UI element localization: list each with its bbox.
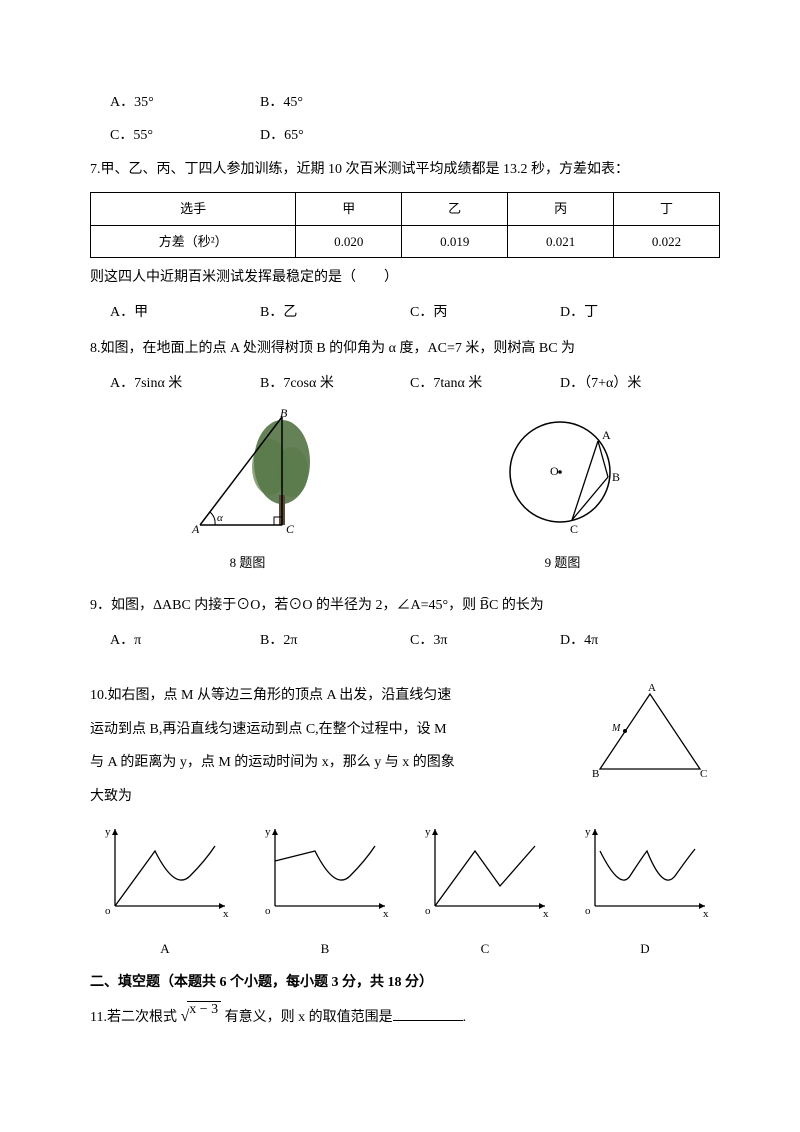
- section2-title: 二、填空题（本题共 6 个小题，每小题 3 分，共 18 分）: [90, 970, 720, 995]
- label-B: B: [612, 470, 620, 484]
- q7-table: 选手 甲 乙 丙 丁 方差（秒²） 0.020 0.019 0.021 0.02…: [90, 192, 720, 258]
- label-C: C: [570, 522, 578, 536]
- q10-line3: 与 A 的距离为 y，点 M 的运动时间为 x，那么 y 与 x 的图象: [90, 746, 570, 780]
- q7-option-c: C．丙: [410, 300, 560, 325]
- q10-line4: 大致为: [90, 780, 570, 814]
- q10-wrap: 10.如右图，点 M 从等边三角形的顶点 A 出发，沿直线匀速 运动到点 B,再…: [90, 679, 720, 813]
- svg-text:x: x: [383, 908, 389, 920]
- label-B: B: [280, 407, 288, 420]
- svg-text:o: o: [265, 905, 271, 917]
- svg-text:o: o: [105, 905, 111, 917]
- svg-text:y: y: [265, 826, 271, 838]
- q8-option-c: C．7tanα 米: [410, 371, 560, 396]
- graph-b: o x y: [250, 821, 400, 930]
- tree-icon: [252, 420, 310, 525]
- q10-line2: 运动到点 B,再沿直线匀速运动到点 C,在整个过程中，设 M: [90, 713, 570, 747]
- table-cell-3: 0.022: [614, 225, 720, 257]
- graph-row: o x y o x y o x y: [90, 821, 720, 930]
- q10-triangle-figure: A B C M: [570, 679, 720, 789]
- table-row: 方差（秒²） 0.020 0.019 0.021 0.022: [91, 225, 720, 257]
- label-A: A: [191, 522, 200, 536]
- label-A: A: [648, 682, 656, 694]
- svg-text:y: y: [585, 826, 591, 838]
- q7-option-b: B．乙: [260, 300, 410, 325]
- q8-option-a: A．7sinα 米: [110, 371, 260, 396]
- q9-text-1: 9．如图，ΔABC 内接于⊙O，若⊙O 的半径为 2，∠A=45°，则: [90, 598, 480, 613]
- graph-a: o x y: [90, 821, 240, 930]
- q7-options: A．甲 B．乙 C．丙 D．丁: [110, 300, 720, 325]
- table-cell-1: 0.019: [402, 225, 508, 257]
- svg-text:y: y: [425, 826, 431, 838]
- q10-text: 10.如右图，点 M 从等边三角形的顶点 A 出发，沿直线匀速 运动到点 B,再…: [90, 679, 570, 813]
- graph-labels: A B C D: [90, 937, 720, 960]
- label-alpha: α: [217, 512, 223, 524]
- blank-line: [393, 1020, 463, 1021]
- q7-option-a: A．甲: [110, 300, 260, 325]
- table-row: 选手 甲 乙 丙 丁: [91, 193, 720, 225]
- label-B: B: [592, 768, 599, 780]
- q10-line1: 10.如右图，点 M 从等边三角形的顶点 A 出发，沿直线匀速: [90, 679, 570, 713]
- label-A: A: [602, 428, 611, 442]
- figures-8-9: A B C α O A B C: [90, 407, 720, 547]
- table-row-label: 方差（秒²）: [91, 225, 296, 257]
- table-cell-2: 0.021: [508, 225, 614, 257]
- graph-label-c: C: [410, 937, 560, 960]
- q6-options-row1: A．35° B．45°: [110, 90, 720, 115]
- arc-bc: BC: [480, 592, 499, 620]
- sqrt-arg: x − 3: [187, 1001, 221, 1019]
- q9-option-d: D．4π: [560, 628, 710, 653]
- table-cell-0: 0.020: [296, 225, 402, 257]
- q9-option-a: A．π: [110, 628, 260, 653]
- svg-text:o: o: [585, 905, 591, 917]
- q11-text: 11.若二次根式 √x − 3 有意义，则 x 的取值范围是.: [90, 1001, 720, 1033]
- q9-option-b: B．2π: [260, 628, 410, 653]
- svg-text:o: o: [425, 905, 431, 917]
- label-O: O: [550, 464, 559, 478]
- q7-text: 7.甲、乙、丙、丁四人参加训练，近期 10 次百米测试平均成绩都是 13.2 秒…: [90, 156, 720, 184]
- q6-options-row2: C．55° D．65°: [110, 123, 720, 148]
- q6-option-c: C．55°: [110, 123, 260, 148]
- figure-9-label: 9 题图: [545, 551, 581, 574]
- label-C: C: [286, 522, 295, 536]
- svg-text:x: x: [223, 908, 229, 920]
- graph-label-a: A: [90, 937, 240, 960]
- graph-label-d: D: [570, 937, 720, 960]
- svg-text:x: x: [703, 908, 709, 920]
- q7-followup: 则这四人中近期百米测试发挥最稳定的是（ ）: [90, 264, 720, 292]
- sqrt-icon: √x − 3: [180, 1001, 221, 1033]
- label-M: M: [611, 723, 621, 734]
- q9-text: 9．如图，ΔABC 内接于⊙O，若⊙O 的半径为 2，∠A=45°，则 BC 的…: [90, 592, 720, 620]
- q11-period: .: [463, 1010, 467, 1025]
- table-header-1: 甲: [296, 193, 402, 225]
- q8-option-d: D．（7+α）米: [560, 371, 710, 396]
- q8-text: 8.如图，在地面上的点 A 处测得树顶 B 的仰角为 α 度，AC=7 米，则树…: [90, 335, 720, 363]
- q8-option-b: B．7cosα 米: [260, 371, 410, 396]
- graph-d: o x y: [570, 821, 720, 930]
- q6-option-d: D．65°: [260, 123, 410, 148]
- table-header-3: 丙: [508, 193, 614, 225]
- q6-option-a: A．35°: [110, 90, 260, 115]
- q8-figure: A B C α: [170, 407, 330, 547]
- svg-text:y: y: [105, 826, 111, 838]
- figure-8-label: 8 题图: [230, 551, 266, 574]
- svg-text:x: x: [543, 908, 549, 920]
- q11-prefix: 11.若二次根式: [90, 1010, 180, 1025]
- q7-option-d: D．丁: [560, 300, 710, 325]
- table-header-2: 乙: [402, 193, 508, 225]
- q11-suffix: 有意义，则 x 的取值范围是: [221, 1010, 393, 1025]
- q8-options: A．7sinα 米 B．7cosα 米 C．7tanα 米 D．（7+α）米: [110, 371, 720, 396]
- figure-labels: 8 题图 9 题图: [90, 551, 720, 574]
- table-header-4: 丁: [614, 193, 720, 225]
- q6-option-b: B．45°: [260, 90, 410, 115]
- q9-options: A．π B．2π C．3π D．4π: [110, 628, 720, 653]
- table-header-0: 选手: [91, 193, 296, 225]
- q9-text-2: 的长为: [498, 598, 544, 613]
- q9-option-c: C．3π: [410, 628, 560, 653]
- graph-label-b: B: [250, 937, 400, 960]
- label-C: C: [700, 768, 707, 780]
- q9-figure: O A B C: [490, 407, 640, 547]
- graph-c: o x y: [410, 821, 560, 930]
